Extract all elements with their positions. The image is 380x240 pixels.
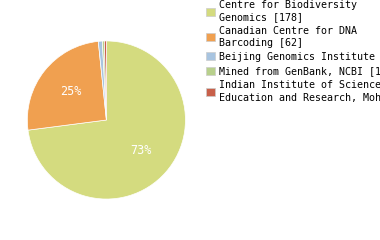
Text: 73%: 73%: [130, 144, 152, 157]
Wedge shape: [28, 41, 185, 199]
Legend: Centre for Biodiversity
Genomics [178], Canadian Centre for DNA
Barcoding [62], : Centre for Biodiversity Genomics [178], …: [206, 0, 380, 102]
Wedge shape: [102, 41, 106, 120]
Text: 25%: 25%: [60, 85, 81, 98]
Wedge shape: [98, 41, 106, 120]
Wedge shape: [105, 41, 106, 120]
Wedge shape: [27, 41, 106, 130]
